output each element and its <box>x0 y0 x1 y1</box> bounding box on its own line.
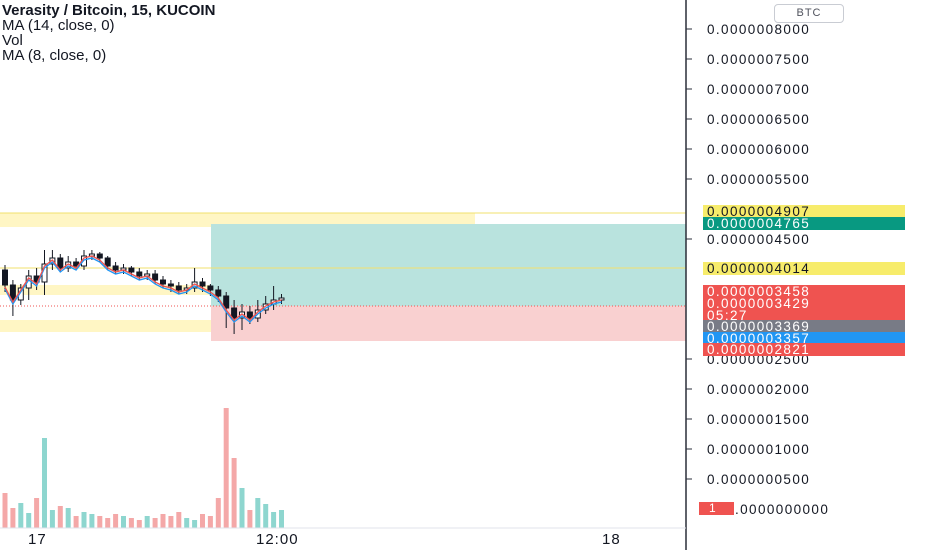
volume-bar <box>10 508 16 528</box>
volume-bar <box>223 408 229 528</box>
price-axis-label: 0.0000006500 <box>707 112 811 127</box>
price-tag: 0.0000003369 <box>703 320 905 333</box>
price-tag: 0.0000002821 <box>703 343 905 356</box>
volume-bar <box>105 518 111 528</box>
volume-bar <box>34 498 40 528</box>
volume-bar <box>65 508 71 528</box>
volume-bar <box>271 512 277 528</box>
price-axis-label: 0.0000004500 <box>707 232 811 247</box>
volume-bar <box>231 458 237 528</box>
volume-bars <box>2 408 284 528</box>
price-axis-label: 0.0000000500 <box>707 472 811 487</box>
volume-bar <box>121 516 126 528</box>
volume-bar <box>18 503 24 528</box>
ma14-legend[interactable]: MA (14, close, 0) <box>2 17 115 34</box>
chart-legend: Verasity / Bitcoin, 15, KUCOIN MA (14, c… <box>2 3 215 63</box>
volume-bar <box>73 516 79 528</box>
support-zone-upper <box>0 285 213 295</box>
volume-bar <box>144 516 150 528</box>
volume-bar <box>192 520 198 528</box>
time-label-18: 18 <box>602 531 621 548</box>
loss-zone[interactable] <box>211 306 686 341</box>
volume-bar <box>200 514 205 528</box>
vol-legend[interactable]: Vol <box>2 32 23 49</box>
time-label-17: 17 <box>28 531 47 548</box>
candle-body <box>239 311 245 319</box>
price-axis-label: 0.0000001000 <box>707 442 811 457</box>
price-axis-label: 0.0000008000 <box>707 22 811 37</box>
volume-bar <box>81 512 87 528</box>
resistance-zone <box>0 213 475 227</box>
price-tag: 05:27 <box>703 309 905 322</box>
candle-body <box>223 295 230 309</box>
volume-bar <box>255 498 261 528</box>
price-tag: 0.0000004765 <box>703 217 905 230</box>
candle-body <box>199 281 206 287</box>
volume-bar <box>57 506 63 528</box>
price-tag: 0.0000003429 <box>703 297 905 310</box>
time-label-1200: 12:00 <box>256 531 299 548</box>
price-axis-label: 0.0000006000 <box>707 142 811 157</box>
candle-body <box>104 257 111 267</box>
candle-body <box>112 265 119 271</box>
price-axis-label: 0.0000005500 <box>707 172 811 187</box>
volume-bar <box>184 518 190 528</box>
candle-body <box>207 285 214 291</box>
volume-bar <box>113 514 119 528</box>
volume-bar <box>207 516 213 528</box>
price-axis-label: 0.0000001500 <box>707 412 811 427</box>
candle-body <box>175 285 182 291</box>
volume-bar <box>279 510 284 528</box>
volume-axis-label: .0000000000 <box>735 502 830 517</box>
price-tag: 0.0000003458 <box>703 285 905 298</box>
candle-body <box>136 271 143 277</box>
symbol-title[interactable]: Verasity / Bitcoin, 15, KUCOIN <box>2 2 216 19</box>
candle-body <box>57 257 64 269</box>
volume-bar <box>128 518 134 528</box>
candle-body <box>9 284 16 301</box>
price-tag: 0.0000004014 <box>703 262 905 275</box>
ma8-line <box>4 255 282 321</box>
candle-body <box>246 311 253 319</box>
volume-bar <box>168 516 174 528</box>
volume-bar <box>263 504 269 528</box>
volume-bar <box>215 498 221 528</box>
volume-bar <box>2 493 8 528</box>
volume-bar <box>176 512 182 528</box>
candle-body <box>231 307 238 319</box>
candle-body <box>2 269 8 286</box>
candle-body <box>96 253 103 259</box>
volume-bar <box>152 518 158 528</box>
price-axis-label: 0.0000007500 <box>707 52 811 67</box>
candle-body <box>167 283 174 287</box>
candle-body <box>160 279 166 285</box>
volume-bar <box>239 488 245 528</box>
price-axis-label: 0.0000002000 <box>707 382 811 397</box>
candle-body <box>128 267 135 273</box>
volume-bar <box>247 510 253 528</box>
candle-body <box>215 289 222 297</box>
volume-bar <box>136 520 142 528</box>
price-axis-label: 0.0000007000 <box>707 82 811 97</box>
volume-axis-tag: 1 <box>699 502 734 515</box>
price-axis-ticks <box>686 28 692 480</box>
candle-body <box>152 273 159 281</box>
volume-bar <box>49 510 55 528</box>
price-tag: 0.0000003357 <box>703 332 905 345</box>
volume-bar <box>89 514 95 528</box>
volume-bar <box>42 438 47 528</box>
ma8-legend[interactable]: MA (8, close, 0) <box>2 47 107 64</box>
currency-button[interactable]: BTC <box>774 4 844 23</box>
volume-bar <box>160 514 166 528</box>
candle-body <box>278 297 285 301</box>
price-tag: 0.0000004907 <box>703 205 905 218</box>
volume-bar <box>26 513 32 528</box>
volume-bar <box>97 516 103 528</box>
profit-zone[interactable] <box>211 224 686 306</box>
ma14-line <box>4 257 282 323</box>
